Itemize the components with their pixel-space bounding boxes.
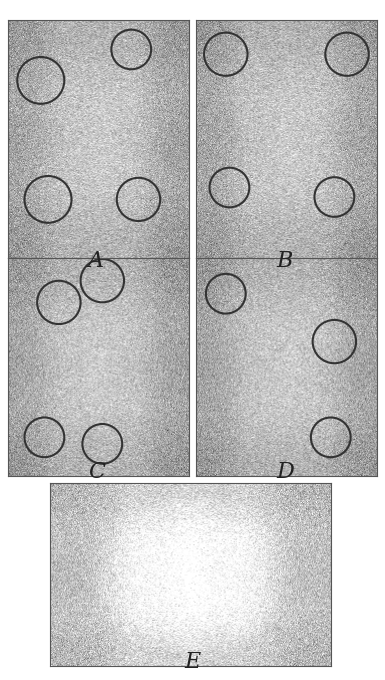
Text: D: D xyxy=(276,461,294,483)
Text: E: E xyxy=(184,651,201,673)
Text: B: B xyxy=(277,250,293,272)
Text: C: C xyxy=(88,461,105,483)
Text: A: A xyxy=(88,250,104,272)
